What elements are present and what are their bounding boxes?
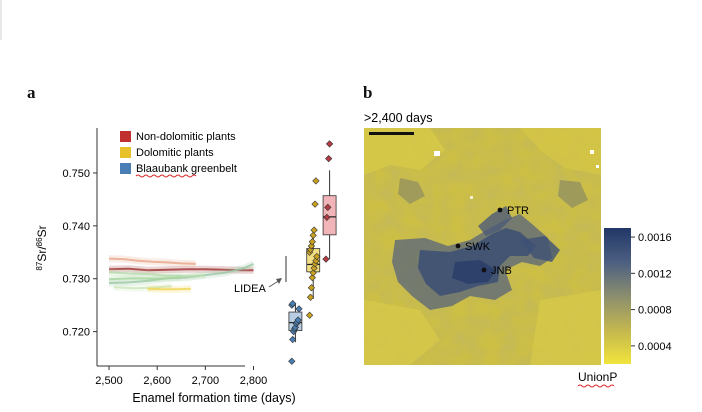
box-point: [289, 335, 297, 344]
colorbar-tick-label: 0.0012: [638, 268, 672, 280]
top-edge-mark: [0, 0, 2, 40]
box-point: [312, 177, 320, 185]
box-point: [325, 140, 334, 148]
legend-swatch: [120, 131, 131, 142]
box-iqr: [322, 195, 337, 236]
panel-label-a: a: [27, 83, 36, 102]
series-line: [109, 257, 196, 265]
series-line: [109, 263, 254, 284]
box-point: [289, 299, 297, 308]
x-axis-label: Enamel formation time (days): [132, 391, 295, 405]
colorbar-tick-label: 0.0004: [638, 341, 672, 353]
city-label: SWK: [465, 241, 491, 253]
box-point: [309, 269, 317, 277]
city-marker: [497, 207, 503, 213]
box-point: [288, 357, 296, 365]
box-point: [306, 293, 315, 301]
y-tick-label: 0.750: [62, 168, 90, 180]
city-label: JNB: [491, 265, 512, 277]
x-tick-label: 2,800: [240, 375, 268, 387]
legend-label: Non-dolomitic plants: [136, 131, 236, 143]
box-point: [322, 255, 330, 263]
y-axis-label: 87Sr/86Sr: [35, 225, 49, 270]
series-line: [147, 287, 191, 291]
map-title: >2,400 days: [364, 111, 432, 125]
annotation-arrowhead: [276, 278, 282, 284]
city-label: PTR: [507, 205, 529, 217]
city-marker: [455, 243, 461, 249]
box-point: [295, 305, 303, 313]
city-marker: [481, 267, 487, 273]
strontium-chart: 0.720 0.730 0.740 0.750 2,500 2,600 2,700 2,800…: [35, 128, 337, 405]
y-tick-label: 0.720: [62, 327, 90, 339]
box-point: [313, 252, 321, 261]
spellcheck-underline: [135, 174, 197, 178]
colorbar: [604, 228, 631, 364]
y-tick-label: 0.730: [62, 274, 90, 286]
x-tick-label: 2,700: [192, 375, 220, 387]
box-point: [311, 200, 319, 208]
box-point: [323, 213, 331, 222]
legend-label: Dolomitic plants: [136, 147, 214, 159]
series-line: [113, 285, 172, 290]
series-line: [108, 271, 206, 278]
legend-swatch: [120, 147, 131, 158]
box-point: [308, 238, 316, 246]
x-tick-label: 2,500: [95, 375, 123, 387]
box-point: [324, 203, 332, 211]
box-point: [307, 284, 316, 292]
series-line: [108, 276, 182, 281]
legend-label: Blaaubank greenbelt: [136, 163, 237, 175]
box-point: [309, 231, 317, 239]
box-point: [305, 311, 314, 319]
map-scale-bar: [369, 132, 414, 135]
spellcheck-underline: [577, 384, 615, 388]
annotation-lidea: LIDEA: [234, 283, 266, 295]
panel-label-b: b: [363, 83, 373, 102]
box-point: [294, 316, 302, 324]
box-point: [308, 274, 316, 282]
map-area: [364, 128, 601, 365]
colorbar-label: UnionP: [578, 370, 617, 384]
colorbar-tick-label: 0.0008: [638, 305, 672, 317]
box-point: [310, 226, 318, 234]
colorbar-tick-label: 0.0016: [638, 232, 672, 244]
legend-swatch: [120, 163, 131, 174]
box-point: [325, 155, 333, 163]
y-tick-label: 0.740: [62, 221, 90, 233]
x-tick-label: 2,600: [143, 375, 171, 387]
